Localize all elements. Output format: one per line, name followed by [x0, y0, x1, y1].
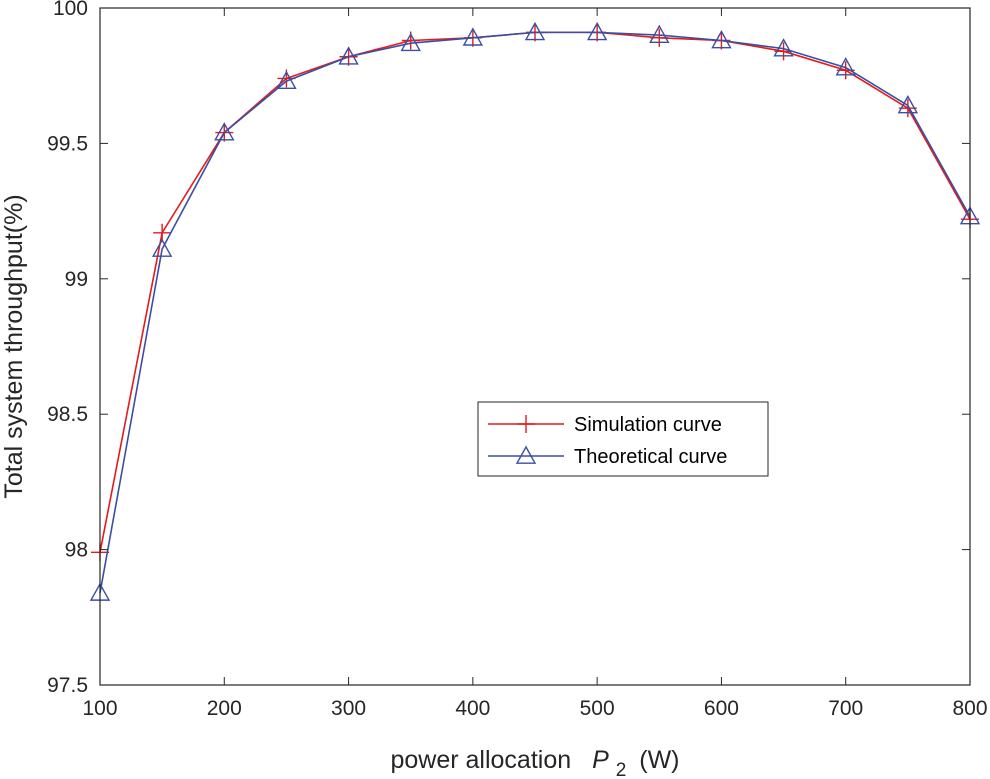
data-point-triangle [151, 238, 173, 257]
data-point-triangle [711, 30, 732, 49]
y-tick-label: 99.5 [47, 132, 88, 155]
x-axis-label: power allocation P 2 (W) [390, 746, 679, 779]
x-axis-label-symbol: P [592, 746, 609, 774]
x-tick-label: 300 [331, 697, 366, 720]
y-tick-label: 100 [53, 0, 88, 20]
data-point-triangle [524, 21, 546, 41]
legend: Simulation curve Theoretical curve [477, 401, 769, 477]
x-axis-label-subscript: 2 [616, 760, 627, 779]
legend-marker-triangle [515, 445, 537, 464]
series-layer [89, 21, 981, 601]
x-axis-label-unit: (W) [639, 746, 679, 774]
x-tick-label: 600 [704, 697, 739, 720]
data-point-triangle [897, 95, 919, 114]
data-point-triangle [276, 70, 297, 90]
series-line [99, 31, 971, 594]
x-tick-label: 200 [207, 697, 242, 720]
y-axis-label: Total system throughput(%) [0, 194, 28, 498]
data-point-triangle [338, 46, 359, 65]
legend-item: Simulation curve [488, 414, 722, 436]
x-tick-label: 400 [455, 697, 490, 720]
data-point-triangle [586, 21, 608, 41]
x-tick-label: 800 [952, 697, 987, 720]
y-tick-label: 98 [65, 539, 88, 562]
legend-items: Simulation curve Theoretical curve [488, 414, 727, 468]
y-tick-label: 98.5 [47, 403, 88, 426]
plot-frame [99, 7, 971, 686]
legend-label: Simulation curve [574, 414, 722, 436]
x-axis-ticks: 100 200 300 400 500 600 700 800 [82, 8, 988, 720]
data-point-triangle [214, 122, 235, 141]
x-axis-label-prefix: power allocation [390, 746, 571, 774]
data-point-triangle [462, 27, 484, 46]
legend-marker-plus [517, 415, 535, 433]
plot-area [100, 8, 970, 685]
y-axis-ticks: 97.5 98 98.5 99 99.5 100 [47, 0, 970, 697]
data-point-triangle [400, 32, 421, 52]
data-point-triangle [835, 57, 856, 76]
legend-item: Theoretical curve [488, 445, 727, 468]
y-tick-label: 97.5 [47, 674, 88, 697]
series-theoretical [89, 21, 981, 601]
legend-label: Theoretical curve [574, 446, 727, 468]
data-point-triangle [649, 24, 670, 43]
x-tick-label: 700 [828, 697, 863, 720]
data-point-triangle [773, 38, 794, 57]
x-tick-label: 500 [580, 697, 615, 720]
x-tick-label: 100 [82, 697, 117, 720]
y-tick-label: 99 [65, 268, 88, 291]
